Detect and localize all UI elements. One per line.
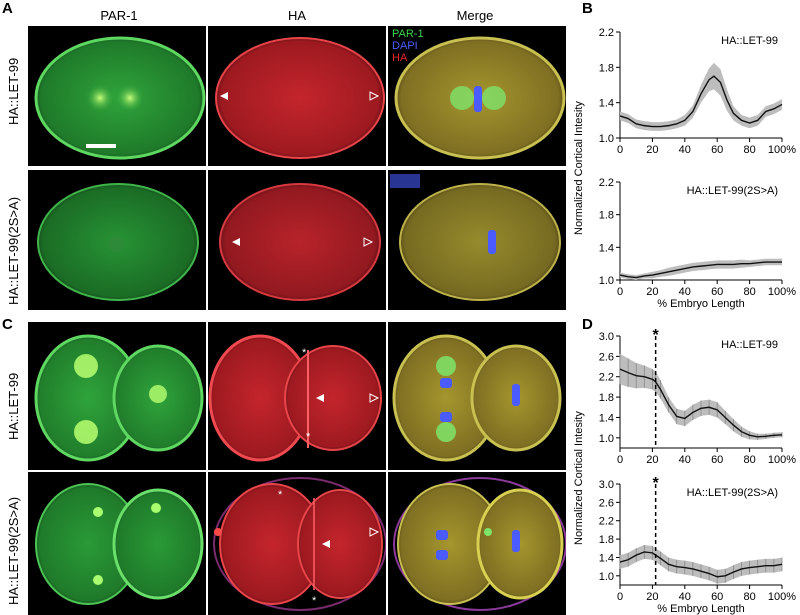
x-tick-label: 80 [743, 286, 755, 298]
error-band [620, 62, 782, 131]
x-tick-label: 100% [768, 591, 796, 603]
x-tick-label: 40 [679, 144, 691, 156]
x-tick-label: 40 [679, 286, 691, 298]
micrograph-c2-par1 [28, 472, 206, 615]
svg-text:*: * [306, 431, 311, 443]
series-line [619, 551, 783, 578]
micrograph-a1-merge: PAR-1 DAPI HA [388, 26, 566, 166]
chart-title: HA::LET-99 [721, 339, 778, 351]
y-tick-label: 1.4 [599, 412, 614, 424]
marker-asterisk: * [653, 475, 660, 492]
y-tick-label: 2.2 [599, 177, 614, 189]
y-tick-label: 2.2 [599, 516, 614, 528]
y-tick-label: 2.6 [599, 351, 614, 363]
chart-title: HA::LET-99 [721, 35, 778, 47]
panel-label-b: B [582, 0, 593, 17]
y-axis-label-b: Normalized Cortical Intesity [573, 101, 585, 235]
row-label-a2: HA::LET-99(2S>A) [6, 196, 21, 305]
chart-d-bottom: HA::LET-99(2S>A)1.0 1.4 1.8 2.2 2.6 3.00 20 40 6… [599, 475, 797, 615]
x-tick-label: 60 [711, 591, 723, 603]
micrograph-c2-merge [388, 472, 566, 615]
x-tick-label: 0 [617, 454, 623, 466]
column-header-par1: PAR-1 [100, 8, 138, 23]
micrograph-c1-merge [388, 322, 566, 470]
column-header-merge: Merge [456, 8, 494, 23]
y-tick-label: 1.0 [599, 133, 614, 145]
y-tick-label: 1.8 [599, 534, 614, 546]
y-tick-label: 3.0 [599, 479, 614, 491]
x-tick-label: 20 [646, 591, 658, 603]
micrograph-c2-ha: * * [208, 472, 386, 615]
micrograph-a1-par1 [28, 26, 206, 166]
x-tick-label: 80 [743, 591, 755, 603]
micrograph-a2-ha [208, 170, 386, 310]
x-tick-label: 80 [743, 144, 755, 156]
y-tick-label: 2.6 [599, 497, 614, 509]
error-band [620, 258, 782, 280]
x-tick-label: 100% [768, 454, 796, 466]
y-tick-label: 2.2 [599, 27, 614, 39]
chart-b-top: HA::LET-991.0 1.4 1.8 2.20 20 40 60 80 100% [599, 27, 797, 156]
series-line [619, 261, 782, 279]
micrograph-c1-ha: * * [208, 322, 386, 470]
chart-b-bottom: HA::LET-99(2S>A)1.0 1.4 1.8 2.20 20 40 60 80 100… [599, 177, 797, 310]
series-line [619, 75, 783, 128]
x-tick-label: 60 [711, 286, 723, 298]
svg-text:*: * [312, 595, 317, 607]
y-tick-label: 1.4 [599, 552, 614, 564]
x-tick-label: 20 [646, 454, 658, 466]
x-tick-label: 100% [768, 144, 796, 156]
legend-par1: PAR-1 [392, 28, 424, 40]
chart-title: HA::LET-99(2S>A) [687, 185, 778, 197]
svg-text:*: * [278, 489, 283, 501]
y-tick-label: 1.8 [599, 62, 614, 74]
x-tick-label: 0 [617, 144, 623, 156]
y-tick-label: 1.4 [599, 98, 614, 110]
micrograph-c1-par1 [28, 322, 206, 470]
micrograph-a1-ha [208, 26, 386, 166]
chart-d-top: HA::LET-991.0 1.4 1.8 2.2 2.6 3.00 20 40 60 80 100… [599, 327, 797, 466]
x-tick-label: 60 [711, 454, 723, 466]
svg-text:*: * [302, 347, 307, 359]
x-axis-label: % Embryo Length [657, 603, 744, 615]
panel-label-d: D [582, 316, 593, 333]
panel-label-c: C [2, 316, 13, 333]
y-tick-label: 1.8 [599, 210, 614, 222]
x-axis-label: % Embryo Length [657, 298, 744, 310]
y-tick-label: 3.0 [599, 331, 614, 343]
marker-asterisk: * [653, 327, 660, 344]
legend-dapi: DAPI [392, 40, 418, 52]
x-tick-label: 20 [646, 144, 658, 156]
y-tick-label: 1.0 [599, 433, 614, 445]
y-tick-label: 1.0 [599, 275, 614, 287]
x-tick-label: 80 [743, 454, 755, 466]
x-tick-label: 60 [711, 144, 723, 156]
series-line [619, 368, 783, 438]
row-label-a1: HA::LET-99 [6, 57, 21, 125]
x-tick-label: 100% [768, 286, 796, 298]
panel-label-a: A [2, 0, 13, 17]
micrograph-a2-par1 [28, 170, 206, 310]
micrograph-a2-merge [388, 170, 566, 310]
x-tick-label: 0 [617, 286, 623, 298]
x-tick-label: 40 [679, 591, 691, 603]
y-axis-label-d: Normalized Cortical Intesity [573, 411, 585, 545]
row-label-c1: HA::LET-99 [6, 372, 21, 440]
row-label-c2: HA::LET-99(2S>A) [6, 496, 21, 605]
x-tick-label: 20 [646, 286, 658, 298]
x-tick-label: 0 [617, 591, 623, 603]
column-header-ha: HA [287, 8, 307, 23]
legend-ha: HA [392, 52, 408, 64]
y-tick-label: 1.8 [599, 392, 614, 404]
y-tick-label: 1.0 [599, 571, 614, 583]
x-tick-label: 40 [679, 454, 691, 466]
chart-title: HA::LET-99(2S>A) [687, 487, 778, 499]
y-tick-label: 1.4 [599, 242, 614, 254]
y-tick-label: 2.2 [599, 372, 614, 384]
